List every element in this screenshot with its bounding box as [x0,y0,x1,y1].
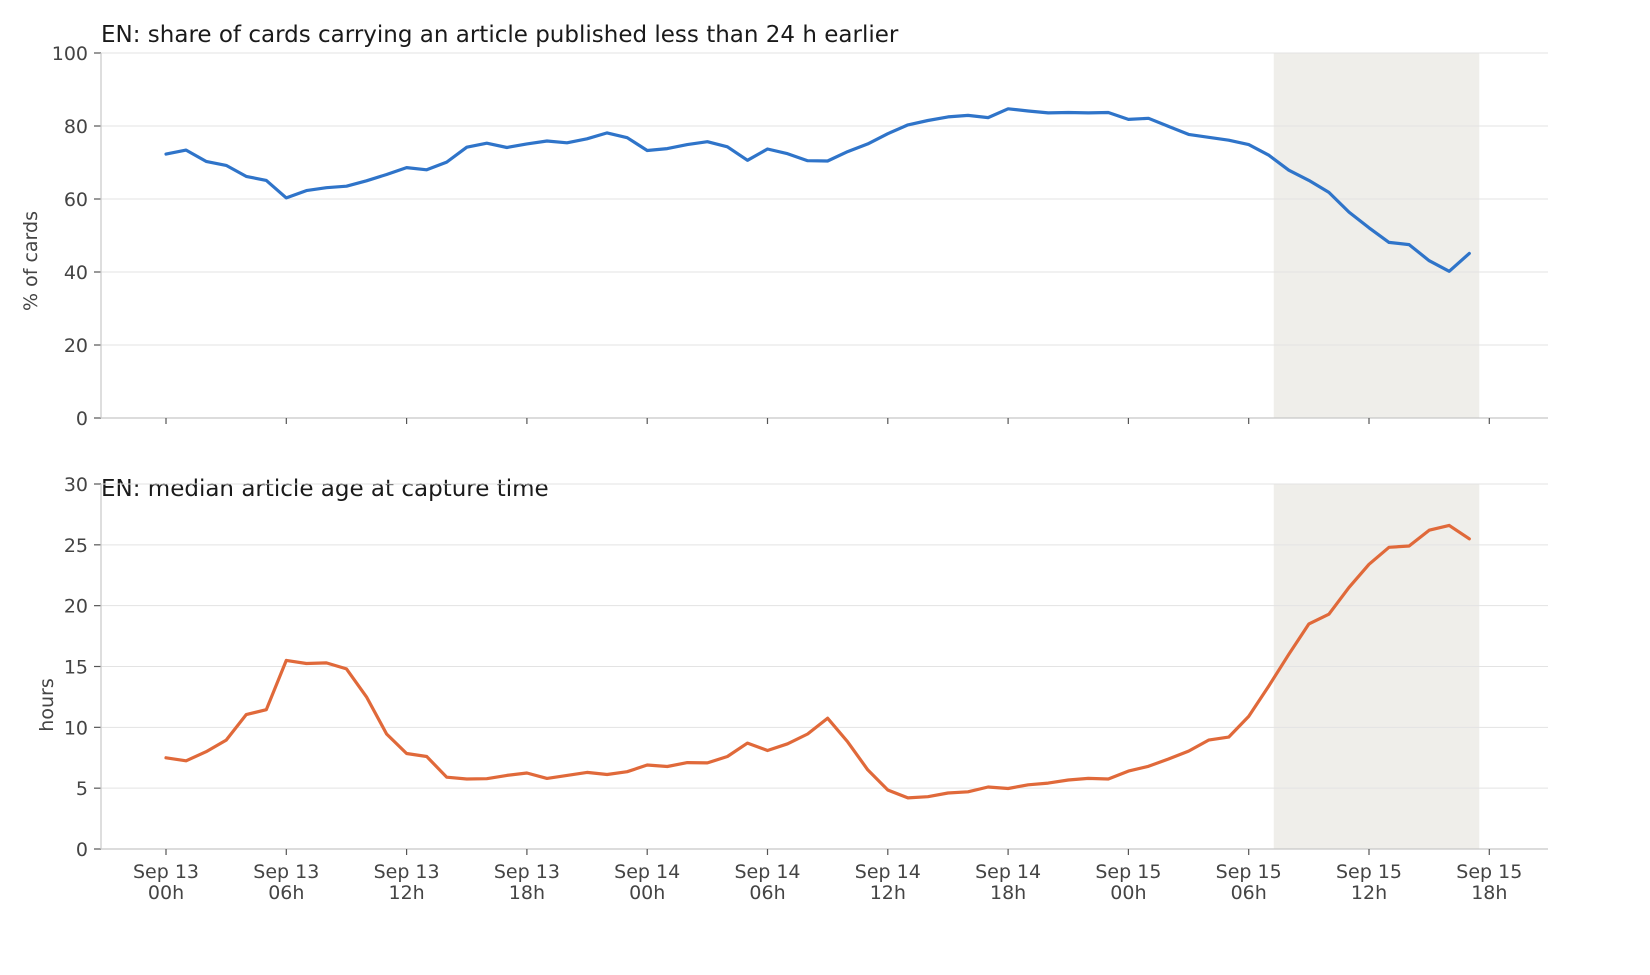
x-tick-label: 00h [1110,882,1146,904]
x-tick-label: Sep 14 [975,861,1041,883]
x-tick-label: 06h [268,882,304,904]
y-tick-label: 100 [52,43,88,65]
x-tick-label: 00h [629,882,665,904]
y-tick-label: 0 [76,839,88,861]
panel-fresh-share: EN: share of cards carrying an article p… [20,22,1548,430]
y-tick-label: 30 [64,474,88,496]
x-tick-label: Sep 15 [1456,861,1522,883]
x-tick-label: Sep 14 [734,861,800,883]
x-tick-label: Sep 15 [1095,861,1161,883]
y-tick-label: 40 [64,262,88,284]
y-tick-label: 10 [64,717,88,739]
panel-median-age: EN: median article age at capture time h… [36,474,1548,904]
x-tick-label: 12h [870,882,906,904]
x-tick-label: Sep 14 [614,861,680,883]
x-tick-label: Sep 13 [494,861,560,883]
y-tick-label: 20 [64,596,88,618]
y-tick-label: 5 [76,778,88,800]
y-tick-label: 0 [76,408,88,430]
x-tick-label: 06h [749,882,785,904]
shaded-region [1273,53,1480,418]
x-tick-label: Sep 15 [1336,861,1402,883]
y-tick-label: 20 [64,335,88,357]
x-tick-label: 12h [1351,882,1387,904]
y-tick-label: 15 [64,657,88,679]
y-axis-label: % of cards [20,211,42,311]
x-tick-label: 00h [148,882,184,904]
x-tick-label: 18h [990,882,1026,904]
x-tick-label: Sep 13 [133,861,199,883]
x-tick-label: Sep 15 [1216,861,1282,883]
chart-title: EN: median article age at capture time [101,476,549,502]
x-tick-label: Sep 13 [253,861,319,883]
y-tick-label: 80 [64,116,88,138]
y-tick-label: 25 [64,535,88,557]
x-tick-label: 18h [1471,882,1507,904]
y-tick-label: 60 [64,189,88,211]
x-tick-label: 06h [1231,882,1267,904]
chart-title: EN: share of cards carrying an article p… [101,22,899,48]
x-tick-label: 18h [509,882,545,904]
x-tick-label: Sep 13 [374,861,440,883]
series-line [164,523,1471,800]
x-tick-label: Sep 14 [855,861,921,883]
x-tick-label: 12h [388,882,424,904]
series-line [164,107,1471,273]
y-axis-label: hours [36,678,58,731]
